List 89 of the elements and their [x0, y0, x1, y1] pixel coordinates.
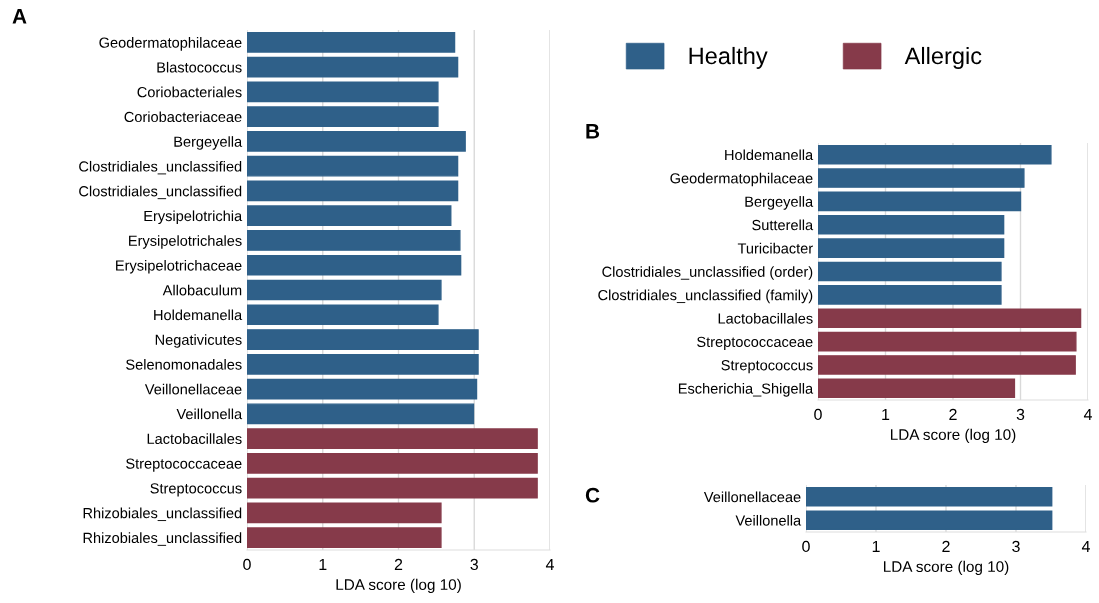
y-tick-label: Holdemanella — [725, 149, 814, 161]
y-tick-label: Coriobacteriaceae — [124, 111, 242, 123]
x-tick-label: 3 — [470, 558, 478, 571]
x-tick-label: 4 — [545, 558, 554, 570]
y-tick-label: Veillonella — [176, 408, 243, 420]
x-tick-label: 1 — [882, 408, 890, 420]
bar — [818, 355, 1076, 375]
bar — [818, 191, 1022, 212]
y-tick-label: Veillonellaceae — [144, 383, 242, 395]
y-tick-label: Clostridiales_unclassified — [79, 185, 242, 200]
bar — [247, 378, 478, 400]
text: C — [585, 487, 600, 503]
y-tick-label: Blastococcus — [157, 61, 242, 73]
y-tick-label: Clostridiales_unclassified (order) — [602, 266, 813, 280]
y-tick-label: Streptococcaceae — [126, 458, 242, 472]
bar — [247, 32, 456, 53]
bar — [247, 502, 442, 524]
x-tick-label: 4 — [1083, 408, 1092, 420]
bar — [247, 230, 461, 251]
bar — [818, 261, 1002, 282]
y-tick-label: Bergeyella — [174, 136, 243, 150]
x-tick-label: 0 — [814, 408, 822, 421]
y-tick-label: Clostridiales_unclassified — [79, 160, 242, 175]
y-tick-label: Rhizobiales_unclassified — [83, 532, 242, 546]
y-tick-label: Sutterella — [752, 219, 814, 231]
bar — [818, 144, 1052, 165]
x-axis-title: LDA score (log 10) — [883, 560, 1009, 576]
x-tick-label: 1 — [319, 558, 327, 570]
x-tick-label: 3 — [1012, 540, 1020, 553]
y-tick-label: Veillonella — [735, 514, 802, 526]
bar — [247, 155, 459, 177]
bar — [818, 214, 1005, 235]
text: B — [586, 124, 600, 139]
bar — [818, 168, 1025, 188]
y-tick-label: Streptococcus — [150, 483, 242, 497]
y-tick-label: Allobaculum — [162, 284, 242, 296]
bar — [247, 452, 538, 474]
text: A — [12, 9, 27, 24]
y-tick-label: Streptococcus — [721, 360, 813, 374]
bar — [818, 378, 1016, 399]
y-tick-label: Erysipelotrichales — [129, 235, 242, 249]
bar — [247, 254, 462, 276]
x-axis-title: LDA score (log 10) — [890, 428, 1016, 444]
y-tick-label: Clostridiales_unclassified (family) — [598, 289, 813, 304]
y-tick-label: Negativicutes — [155, 334, 242, 348]
bar — [818, 331, 1077, 352]
y-tick-label: Bergeyella — [745, 196, 814, 210]
bar — [247, 304, 439, 326]
y-tick-label: Escherichia_Shigella — [678, 383, 814, 397]
y-tick-label: Geodermatophilaceae — [99, 37, 242, 51]
y-tick-label: Turicibacter — [737, 242, 813, 254]
y-tick-label: Selenomonadales — [126, 359, 242, 370]
bar — [247, 527, 442, 548]
y-tick-label: Coriobacteriales — [137, 86, 242, 98]
x-tick-label: 0 — [243, 558, 251, 571]
bar — [818, 238, 1005, 258]
x-tick-label: 2 — [949, 408, 957, 420]
bar — [247, 131, 466, 152]
y-tick-label: Erysipelotrichia — [144, 210, 243, 225]
y-tick-label: Lactobacillales — [147, 433, 242, 444]
x-tick-label: 2 — [942, 540, 950, 552]
bar — [247, 428, 538, 449]
legend-label: Allergic — [904, 46, 982, 69]
x-tick-label: 4 — [1081, 540, 1090, 552]
y-tick-label: Rhizobiales_unclassified — [83, 507, 242, 522]
bar — [247, 106, 439, 128]
x-tick-label: 1 — [872, 540, 880, 552]
bar — [247, 205, 452, 227]
bar — [247, 353, 479, 375]
y-tick-label: Streptococcaceae — [697, 336, 813, 350]
y-tick-label: Geodermatophilaceae — [670, 172, 813, 187]
bar — [247, 403, 475, 425]
bar — [247, 477, 538, 499]
y-tick-label: Veillonellaceae — [703, 491, 801, 503]
bar — [247, 56, 459, 78]
y-tick-label: Lactobacillales — [718, 312, 813, 324]
x-tick-label: 0 — [802, 540, 810, 553]
bar — [818, 285, 1002, 305]
legend-label: Healthy — [689, 46, 768, 69]
bar — [247, 279, 442, 301]
bar — [247, 81, 439, 103]
bar — [247, 329, 479, 350]
x-tick-label: 2 — [394, 558, 403, 570]
bar — [247, 180, 459, 202]
y-tick-label: Holdemanella — [154, 309, 243, 321]
x-axis-title: LDA score (log 10) — [336, 578, 461, 594]
bar — [818, 308, 1082, 329]
y-tick-label: Erysipelotrichaceae — [116, 259, 242, 274]
x-tick-label: 3 — [1016, 408, 1025, 421]
